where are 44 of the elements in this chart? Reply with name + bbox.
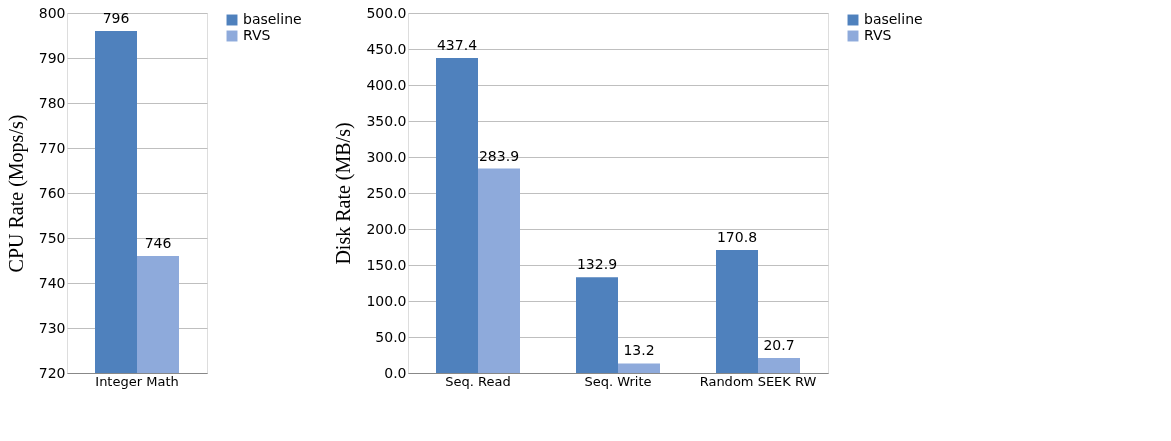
x-tick-label: Seq. Write	[584, 373, 652, 389]
data-label: 746	[144, 235, 172, 251]
y-tick-label: 800	[38, 4, 66, 21]
y-tick-label: 100.0	[366, 292, 407, 309]
y-tick-label: 770	[38, 139, 66, 156]
y-tick-label: 50.0	[375, 328, 407, 345]
y-tick-label: 400.0	[366, 76, 407, 93]
y-tick-label: 350.0	[366, 112, 407, 129]
data-label: 796	[102, 10, 130, 26]
y-tick-label: 760	[38, 184, 66, 201]
bar	[716, 250, 758, 373]
y-axis-title: CPU Rate (Mops/s)	[4, 114, 28, 273]
y-tick-label: 0.0	[384, 364, 407, 381]
y-tick-label: 720	[38, 364, 66, 381]
legend-label: baseline	[243, 11, 302, 27]
legend-label: RVS	[864, 27, 892, 43]
y-tick-label: 250.0	[366, 184, 407, 201]
y-tick-label: 780	[38, 94, 66, 111]
y-tick-label: 300.0	[366, 148, 407, 165]
bar	[576, 277, 618, 373]
legend-label: RVS	[243, 27, 271, 43]
y-tick-label: 200.0	[366, 220, 407, 237]
data-label: 170.8	[716, 229, 758, 246]
data-label: 20.7	[763, 337, 795, 354]
data-label: 437.4	[436, 37, 478, 54]
data-label: 13.2	[623, 342, 655, 359]
bar	[436, 58, 478, 373]
bar	[618, 363, 660, 373]
y-tick-label: 150.0	[366, 256, 407, 273]
y-axis-title: Disk Rate (MB/s)	[332, 122, 356, 265]
data-label: 283.9	[478, 147, 520, 164]
y-tick-label: 750	[38, 229, 66, 246]
x-tick-label: Integer Math	[95, 373, 179, 389]
x-tick-label: Seq. Read	[445, 373, 511, 389]
bar	[478, 168, 520, 373]
y-tick-label: 740	[38, 274, 66, 291]
data-label: 132.9	[576, 256, 618, 273]
x-tick-label: Random SEEK RW	[699, 373, 817, 389]
bar	[758, 358, 800, 373]
y-tick-label: 500.0	[366, 4, 407, 21]
legend-label: baseline	[864, 11, 923, 27]
y-tick-label: 730	[38, 319, 66, 336]
y-tick-label: 790	[38, 49, 66, 66]
y-tick-label: 450.0	[366, 40, 407, 57]
